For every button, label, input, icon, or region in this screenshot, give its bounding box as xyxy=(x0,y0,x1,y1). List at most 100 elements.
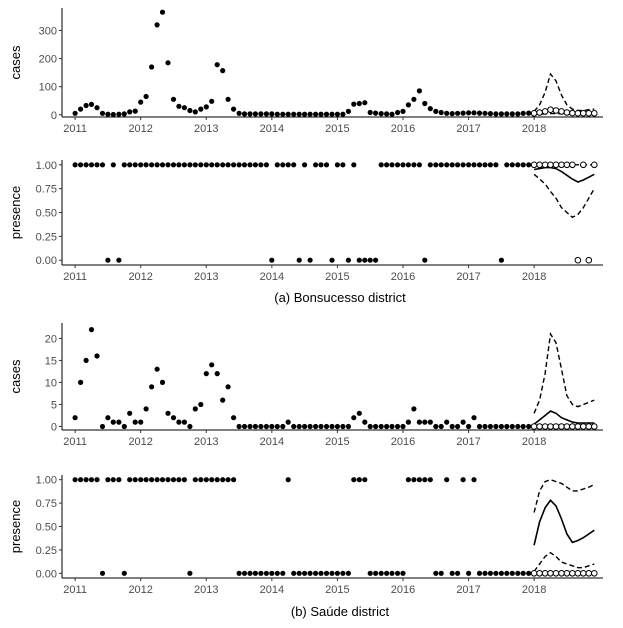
observed-point xyxy=(405,102,411,108)
upper-bound-line xyxy=(533,331,595,414)
x-tick-label: 2013 xyxy=(194,436,218,448)
x-tick-label: 2018 xyxy=(522,436,546,448)
observed-point xyxy=(340,111,346,117)
observed-point xyxy=(362,100,368,106)
validation-point xyxy=(591,110,598,117)
validation-point xyxy=(558,570,565,577)
observed-point xyxy=(466,423,472,430)
observed-point xyxy=(170,415,177,421)
observed-point xyxy=(99,162,106,168)
observed-point xyxy=(241,162,248,168)
observed-point xyxy=(274,570,280,576)
observed-point xyxy=(449,423,455,430)
observed-point xyxy=(78,477,84,483)
observed-point xyxy=(400,423,406,430)
observed-point xyxy=(373,570,379,576)
panel-saude-presence: 0.00 0.25 0.50 0.75 1.00 2011 2012 2013 2014 2015… xyxy=(8,475,603,596)
observed-point xyxy=(143,477,149,483)
observed-point xyxy=(209,362,215,368)
observed-point xyxy=(362,477,368,483)
lower-bound-line xyxy=(533,551,595,572)
observed-point xyxy=(110,162,116,168)
validation-point xyxy=(574,423,582,430)
observed-point xyxy=(209,162,215,168)
validation-point xyxy=(574,256,582,264)
x-tick-label: 2014 xyxy=(260,584,284,596)
observed-point xyxy=(400,570,406,576)
observed-point xyxy=(466,162,472,168)
observed-point xyxy=(493,570,499,576)
x-tick-label: 2017 xyxy=(456,123,480,135)
x-tick-label: 2018 xyxy=(522,123,546,135)
observed-point xyxy=(285,162,291,168)
x-tick-label: 2011 xyxy=(63,584,87,596)
observed-point xyxy=(373,423,379,430)
y-axis-label: cases xyxy=(8,359,23,393)
observed-point xyxy=(192,406,198,412)
observed-point xyxy=(116,111,122,117)
observed-point xyxy=(258,423,264,430)
validation-point xyxy=(552,423,560,430)
validation-point xyxy=(580,570,587,577)
y-tick-label: 20 xyxy=(45,333,57,345)
observed-point xyxy=(149,162,155,168)
x-tick-label: 2017 xyxy=(456,271,480,283)
validation-point xyxy=(558,423,565,430)
validation-point xyxy=(574,110,582,117)
observed-point xyxy=(498,423,504,430)
observed-point xyxy=(258,570,264,576)
observed-point xyxy=(318,423,324,430)
panel-bonsucesso-cases: 0 100 200 300 2011 2012 2013 2014 2015 2016 2017 20… xyxy=(8,8,603,135)
observed-point xyxy=(236,162,242,168)
x-tick-label: 2011 xyxy=(63,271,87,283)
median-line xyxy=(533,410,595,425)
observed-point xyxy=(438,423,444,430)
observed-point xyxy=(329,257,335,263)
x-tick-label: 2015 xyxy=(325,123,349,135)
observed-point xyxy=(487,570,493,576)
observed-point xyxy=(78,162,84,168)
observed-point xyxy=(520,162,526,168)
observed-point xyxy=(515,111,521,117)
validation-point xyxy=(530,570,538,577)
observed-point xyxy=(159,477,166,483)
validation-point xyxy=(585,256,593,264)
validation-point xyxy=(541,161,549,169)
validation-point xyxy=(536,161,543,169)
observed-point xyxy=(121,162,127,168)
observed-point xyxy=(94,477,100,483)
observed-point xyxy=(504,570,510,576)
validation-point xyxy=(541,570,549,577)
y-tick-label: 0 xyxy=(51,421,57,433)
y-tick-label: 15 xyxy=(45,355,57,367)
observed-point xyxy=(203,162,209,168)
observed-point xyxy=(110,419,116,425)
observed-point xyxy=(487,423,493,430)
x-tick-label: 2016 xyxy=(391,584,415,596)
observed-point xyxy=(340,570,346,576)
observed-point xyxy=(170,96,177,102)
observed-point xyxy=(378,162,384,168)
observed-point xyxy=(427,162,433,168)
lower-bound-line xyxy=(533,173,595,219)
observed-point xyxy=(526,423,532,430)
observed-point xyxy=(236,110,242,116)
observed-point xyxy=(83,102,89,109)
observed-point xyxy=(274,111,280,117)
observed-point xyxy=(252,111,258,117)
observed-point xyxy=(138,162,144,168)
observed-point xyxy=(444,162,450,168)
observed-point xyxy=(220,397,226,403)
observed-point xyxy=(498,570,504,576)
observed-point xyxy=(132,108,138,114)
observed-point xyxy=(411,162,417,168)
x-tick-label: 2014 xyxy=(260,271,284,283)
observed-point xyxy=(449,570,455,576)
observed-point xyxy=(83,477,89,483)
observed-point xyxy=(411,96,417,102)
validation-point xyxy=(585,570,593,577)
observed-point xyxy=(356,100,362,107)
observed-point xyxy=(334,570,340,576)
observed-point xyxy=(416,477,422,483)
observed-point xyxy=(280,162,286,168)
